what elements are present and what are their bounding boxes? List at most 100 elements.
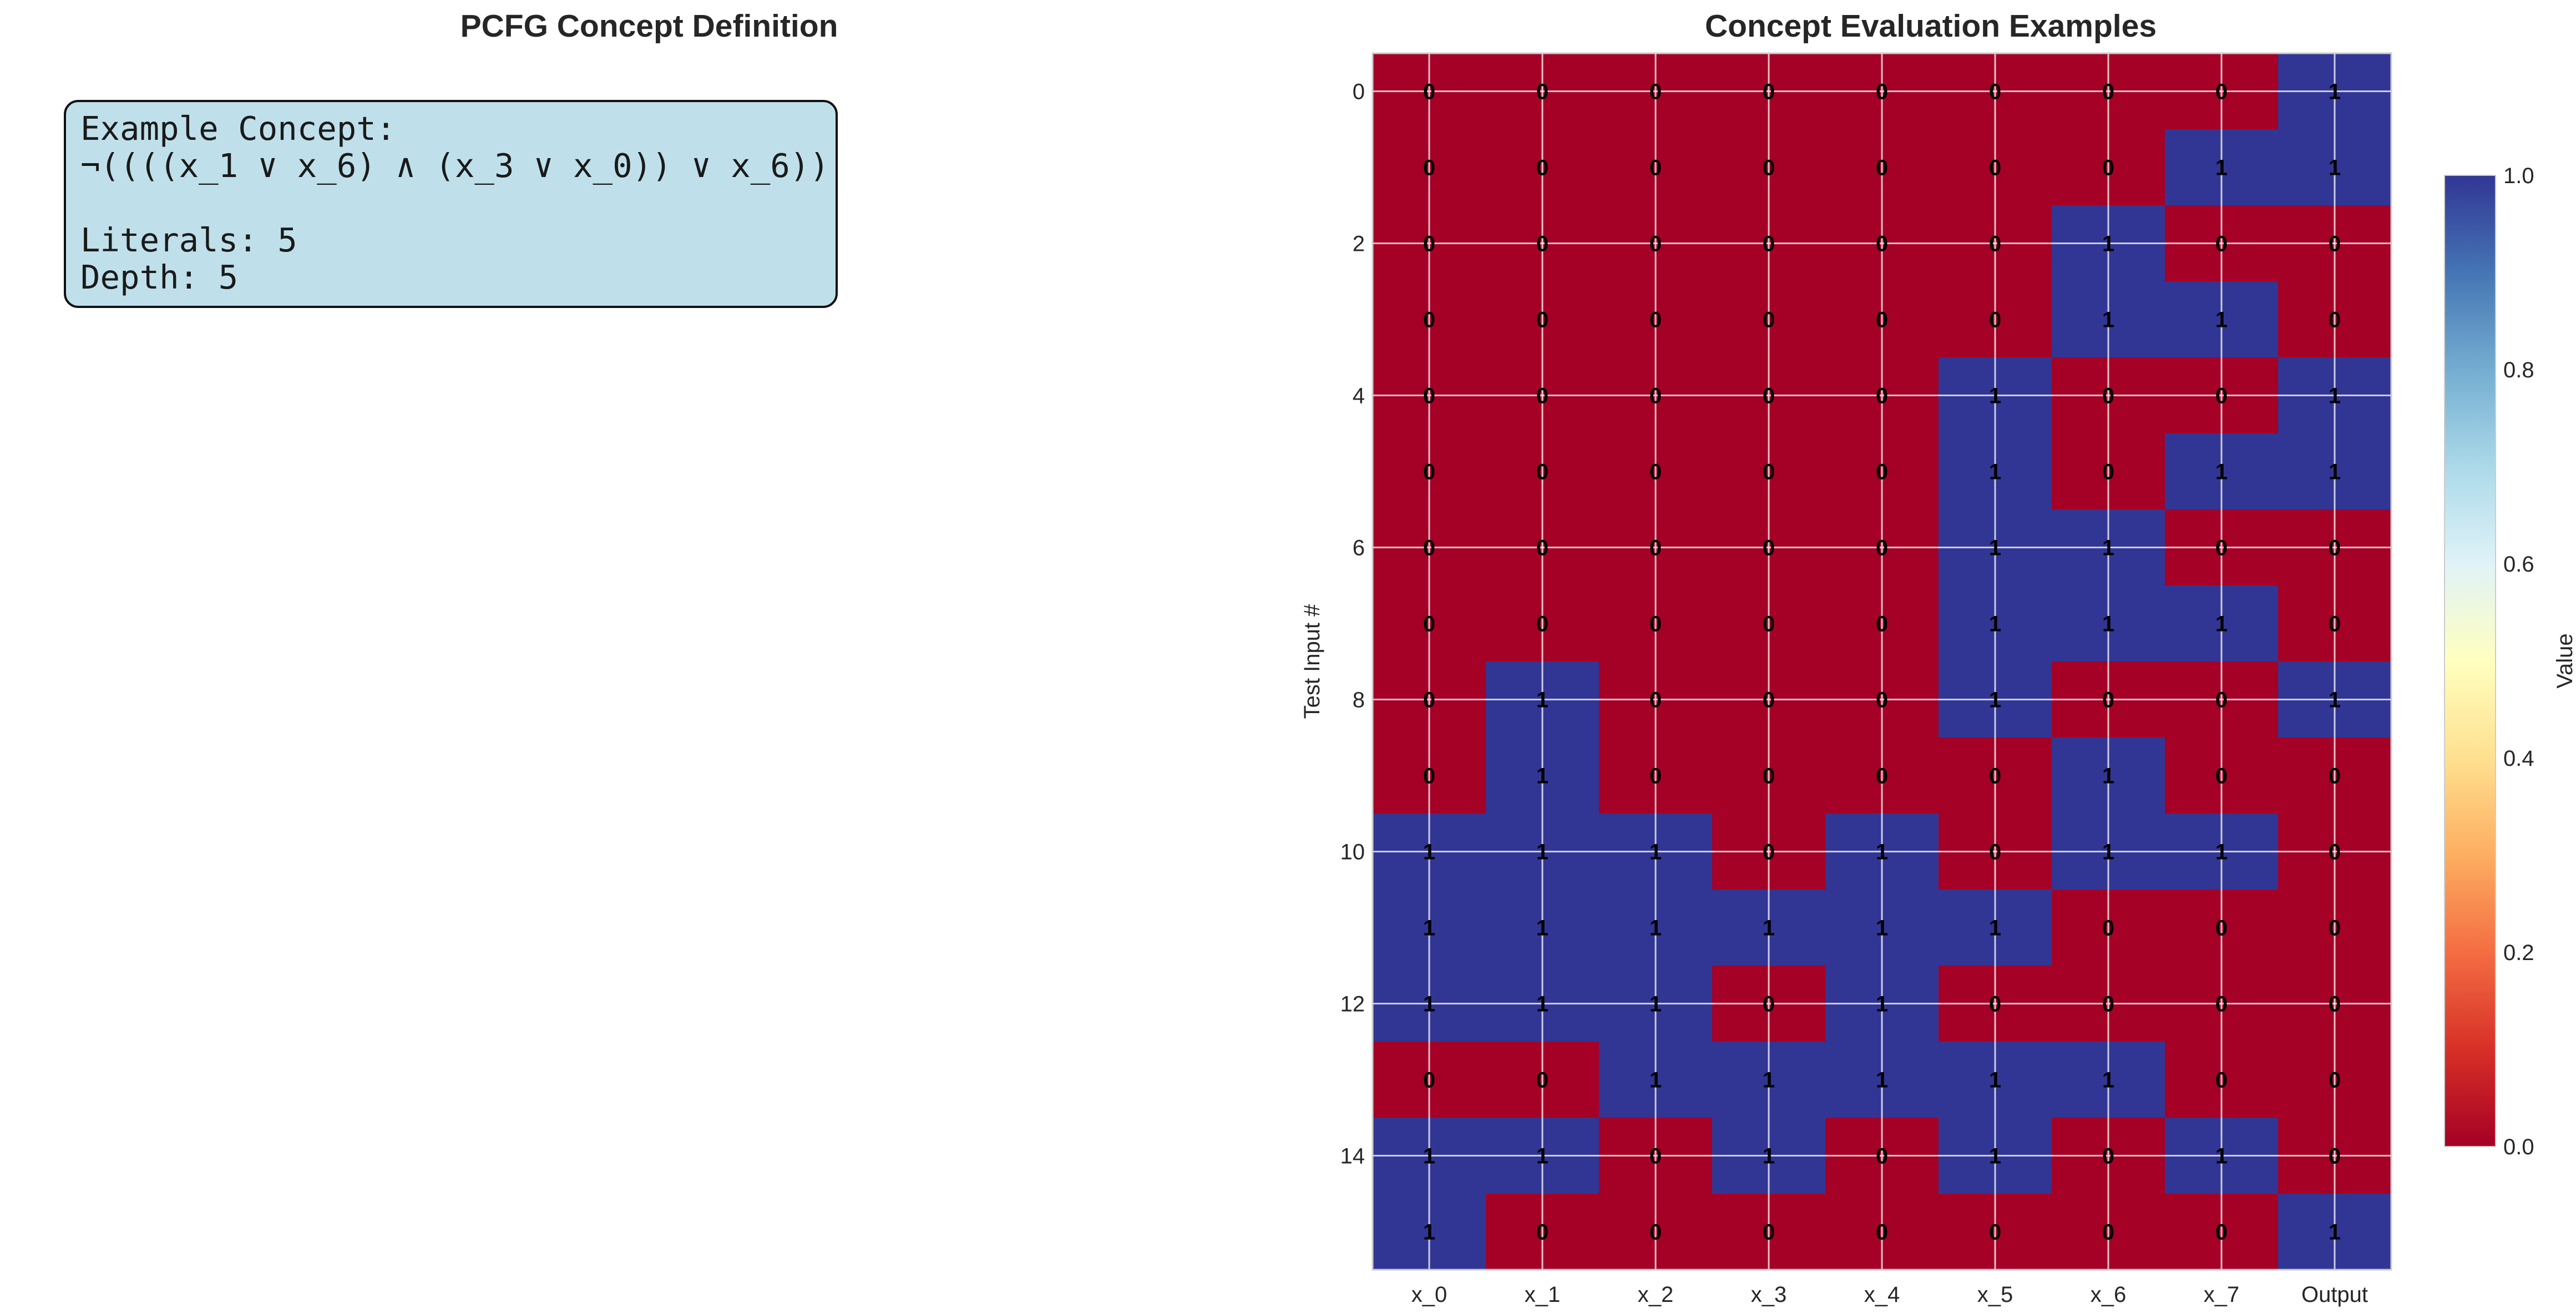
cell-value-label: 1	[1536, 992, 1548, 1017]
cell-value-label: 1	[1649, 916, 1662, 941]
heatmap-cell-labels: 0 0 0 0 0 0 0 0 1 0 0 0 0 0 0 0 1 1 0 0 0 0 0 0 1 0 0 0 0 0 0 0 0 1 1 0 0 0 0 0…	[1423, 80, 2341, 1245]
y-tick-label: 0	[1353, 80, 1365, 104]
cell-value-label: 1	[1423, 1220, 1435, 1245]
cell-value-label: 0	[1649, 232, 1662, 256]
cell-value-label: 1	[2215, 308, 2228, 332]
cell-value-label: 1	[1876, 1068, 1888, 1093]
cell-value-label: 0	[1763, 156, 1775, 180]
cell-value-label: 1	[2215, 156, 2228, 180]
cell-value-label: 0	[1763, 1220, 1775, 1245]
cell-value-label: 1	[1876, 992, 1888, 1017]
cell-value-label: 0	[1763, 764, 1775, 789]
cell-value-label: 0	[1876, 764, 1888, 789]
cell-value-label: 0	[1989, 156, 2001, 180]
cell-value-label: 0	[2329, 232, 2341, 256]
cell-value-label: 1	[1989, 688, 2001, 713]
cell-value-label: 1	[1763, 916, 1775, 941]
cell-value-label: 0	[2102, 80, 2114, 104]
cell-value-label: 0	[1763, 688, 1775, 713]
x-tick-label: x_0	[1411, 1282, 1448, 1307]
cell-value-label: 0	[1876, 1220, 1888, 1245]
cell-value-label: 0	[2102, 460, 2114, 484]
cell-value-label: 0	[1876, 156, 1888, 180]
cell-value-label: 0	[2215, 232, 2228, 256]
cell-value-label: 0	[2102, 1220, 2114, 1245]
cell-value-label: 0	[1649, 80, 1662, 104]
cell-value-label: 0	[1536, 536, 1548, 560]
cell-value-label: 0	[1649, 764, 1662, 789]
cell-value-label: 1	[2215, 612, 2228, 637]
left-panel-title: PCFG Concept Definition	[460, 8, 838, 44]
cell-value-label: 0	[1763, 536, 1775, 560]
cell-value-label: 1	[1876, 916, 1888, 941]
cell-value-label: 0	[2329, 916, 2341, 941]
colorbar-tick-label: 0.6	[2503, 552, 2534, 577]
cell-value-label: 0	[2215, 1220, 2228, 1245]
x-tick-label: x_5	[1977, 1282, 2013, 1307]
cell-value-label: 0	[2215, 536, 2228, 560]
cell-value-label: 1	[2329, 156, 2341, 180]
colorbar-tick-label: 0.0	[2503, 1135, 2534, 1159]
cell-value-label: 1	[1423, 916, 1435, 941]
cell-value-label: 1	[1649, 840, 1662, 865]
cell-value-label: 0	[2102, 384, 2114, 408]
cell-value-label: 0	[1763, 384, 1775, 408]
cell-value-label: 0	[2215, 688, 2228, 713]
cell-value-label: 0	[1423, 80, 1435, 104]
cell-value-label: 1	[2215, 1144, 2228, 1169]
cell-value-label: 0	[1423, 688, 1435, 713]
colorbar: 0.0 0.2 0.4 0.6 0.8 1.0 Value	[2444, 164, 2576, 1159]
cell-value-label: 0	[1423, 460, 1435, 484]
cell-value-label: 0	[1423, 308, 1435, 332]
cell-value-label: 0	[2329, 840, 2341, 865]
y-tick-label: 4	[1353, 384, 1365, 408]
cell-value-label: 0	[2102, 688, 2114, 713]
cell-value-label: 1	[1536, 840, 1548, 865]
cell-value-label: 0	[1536, 232, 1548, 256]
cell-value-label: 1	[2102, 1068, 2114, 1093]
colorbar-tick-label: 0.2	[2503, 941, 2534, 965]
y-tick-label: 10	[1340, 840, 1365, 865]
cell-value-label: 1	[1649, 992, 1662, 1017]
cell-value-label: 0	[1649, 308, 1662, 332]
cell-value-label: 0	[2329, 612, 2341, 637]
cell-value-label: 0	[2102, 1144, 2114, 1169]
cell-value-label: 1	[1536, 764, 1548, 789]
y-tick-label: 2	[1353, 232, 1365, 256]
cell-value-label: 1	[2102, 840, 2114, 865]
y-axis-label: Test Input #	[1300, 604, 1324, 719]
cell-value-label: 0	[1423, 156, 1435, 180]
cell-value-label: 0	[1649, 536, 1662, 560]
cell-value-label: 1	[1989, 612, 2001, 637]
cell-value-label: 0	[2102, 992, 2114, 1017]
cell-value-label: 0	[1536, 1220, 1548, 1245]
x-tick-label: x_6	[2091, 1282, 2127, 1307]
cell-value-label: 0	[2215, 916, 2228, 941]
cell-value-label: 0	[1536, 156, 1548, 180]
cell-value-label: 1	[2102, 308, 2114, 332]
cell-value-label: 0	[1763, 840, 1775, 865]
cell-value-label: 0	[1536, 1068, 1548, 1093]
cell-value-label: 1	[1536, 1144, 1548, 1169]
cell-value-label: 1	[2102, 764, 2114, 789]
heatmap-axes: x_0 x_1 x_2 x_3 x_4 x_5 x_6 x_7 Output0246810121…	[1300, 52, 2392, 1307]
cell-value-label: 0	[1649, 1144, 1662, 1169]
cell-value-label: 0	[1989, 232, 2001, 256]
cell-value-label: 1	[1989, 536, 2001, 560]
cell-value-label: 0	[1989, 1220, 2001, 1245]
cell-value-label: 0	[1423, 384, 1435, 408]
heatmap-grid	[1373, 53, 2391, 1270]
cell-value-label: 1	[2329, 384, 2341, 408]
cell-value-label: 1	[1423, 992, 1435, 1017]
x-tick-label: Output	[2301, 1282, 2368, 1307]
cell-value-label: 0	[2215, 1068, 2228, 1093]
cell-value-label: 1	[2329, 80, 2341, 104]
cell-value-label: 0	[1763, 460, 1775, 484]
cell-value-label: 0	[1763, 612, 1775, 637]
cell-value-label: 0	[2329, 1144, 2341, 1169]
cell-value-label: 0	[1876, 80, 1888, 104]
x-tick-label: x_7	[2204, 1282, 2240, 1307]
cell-value-label: 0	[2102, 156, 2114, 180]
cell-value-label: 0	[1423, 536, 1435, 560]
